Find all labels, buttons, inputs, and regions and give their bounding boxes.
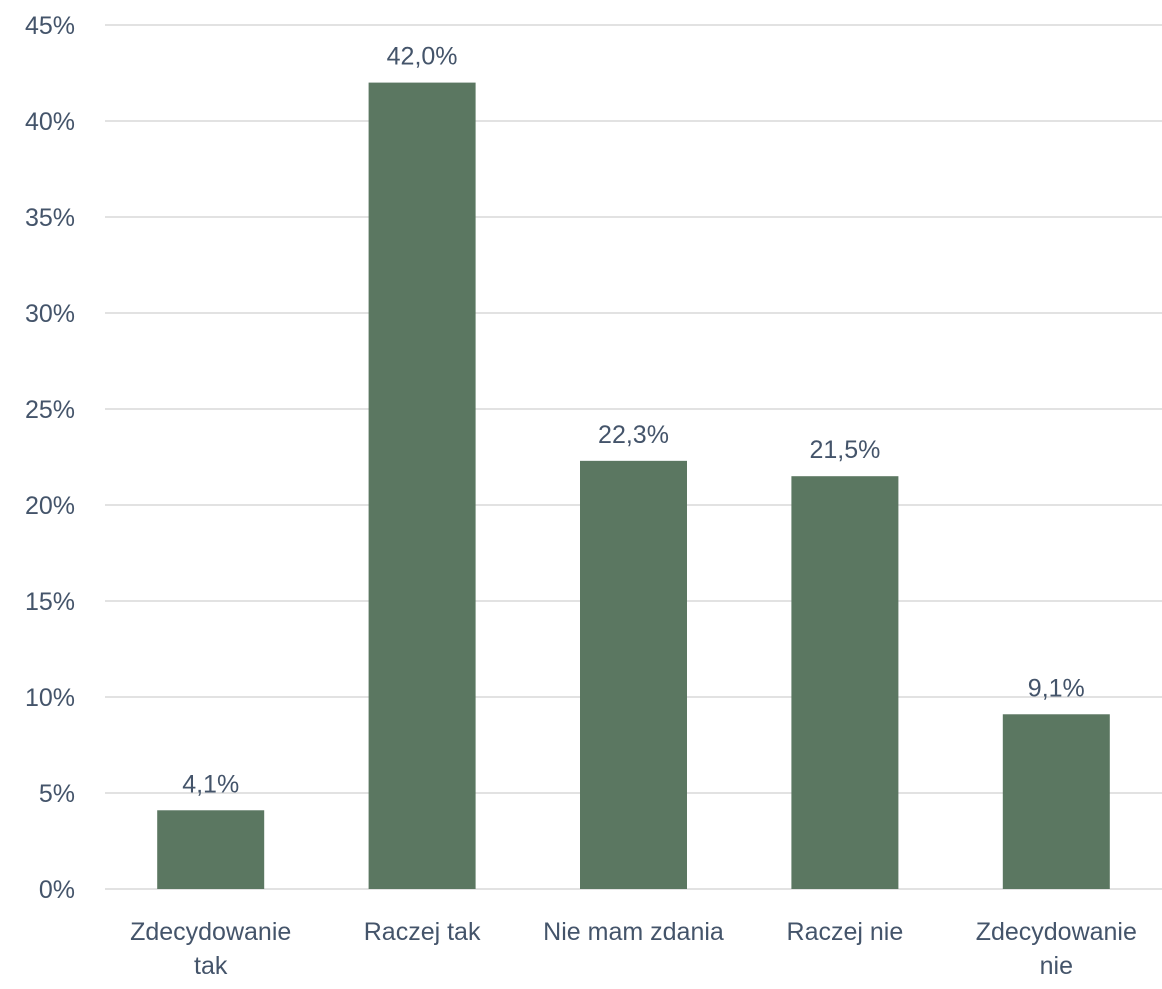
- data-label: 21,5%: [809, 436, 880, 464]
- y-tick-label: 25%: [25, 396, 75, 424]
- x-category-label: Zdecydowanie: [130, 918, 291, 946]
- x-category-label: Zdecydowanie: [976, 918, 1137, 946]
- y-tick-label: 45%: [25, 12, 75, 40]
- x-category-label: Nie mam zdania: [543, 918, 724, 946]
- data-label: 42,0%: [387, 43, 458, 71]
- y-tick-label: 0%: [39, 876, 75, 904]
- bar: [791, 476, 899, 889]
- y-tick-label: 5%: [39, 780, 75, 808]
- data-labels: 4,1% 42,0% 22,3% 21,5% 9,1%: [182, 43, 1085, 799]
- y-tick-label: 15%: [25, 588, 75, 616]
- bar: [1002, 714, 1110, 889]
- bars: [157, 82, 1110, 890]
- bar: [368, 82, 476, 890]
- x-category-label: Raczej tak: [364, 918, 481, 946]
- x-category-label: nie: [1040, 952, 1073, 980]
- y-tick-label: 20%: [25, 492, 75, 520]
- x-axis-category-labels: Zdecydowanie tak Raczej tak Nie mam zdania R…: [130, 918, 1137, 980]
- x-category-label: tak: [194, 952, 228, 980]
- y-tick-label: 40%: [25, 108, 75, 136]
- data-label: 9,1%: [1028, 674, 1085, 702]
- bar: [580, 460, 687, 889]
- y-tick-label: 10%: [25, 684, 75, 712]
- data-label: 4,1%: [182, 770, 239, 798]
- y-tick-label: 30%: [25, 300, 75, 328]
- bar: [157, 810, 265, 889]
- y-tick-label: 35%: [25, 204, 75, 232]
- y-axis-tick-labels: 0% 5% 10% 15% 20% 25% 30% 35% 40% 45%: [25, 12, 75, 904]
- data-label: 22,3%: [598, 421, 669, 449]
- x-category-label: Raczej nie: [787, 918, 904, 946]
